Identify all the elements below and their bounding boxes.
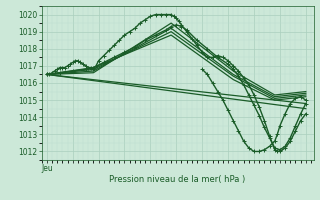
X-axis label: Pression niveau de la mer( hPa ): Pression niveau de la mer( hPa ) (109, 175, 246, 184)
